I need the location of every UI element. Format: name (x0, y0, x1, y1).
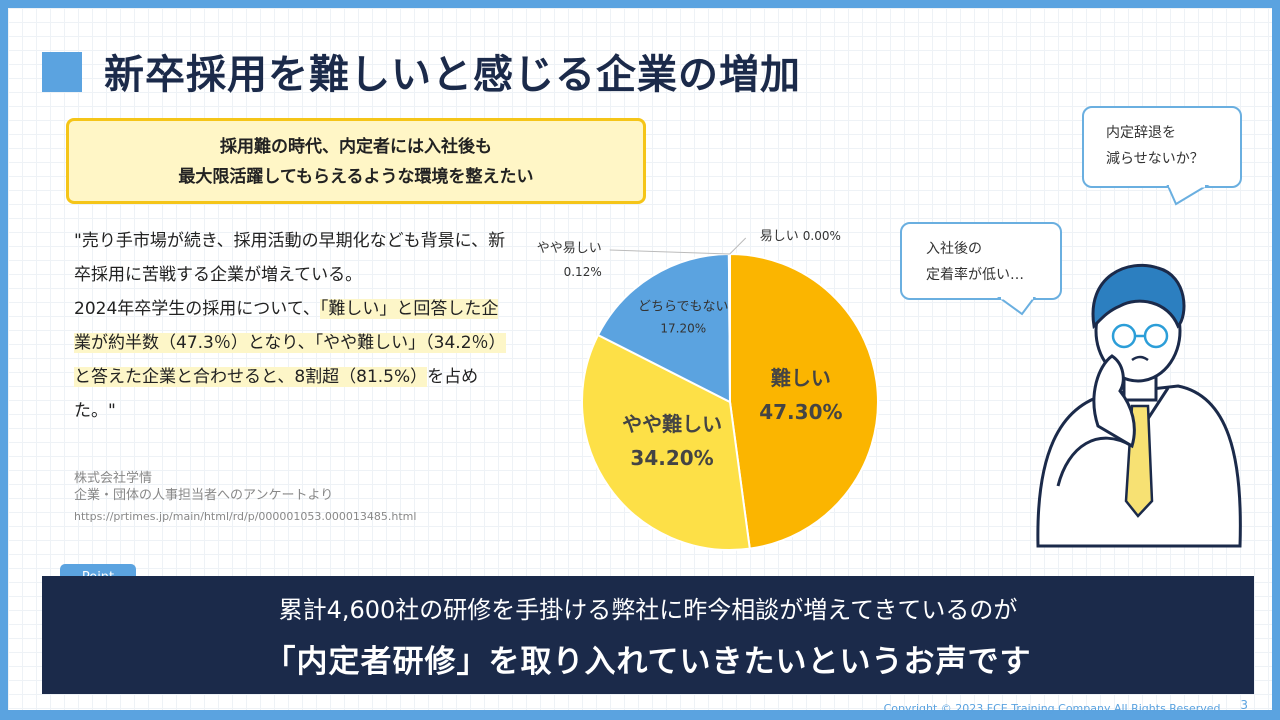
speech-bubble-1: 内定辞退を 減らせないか？ (1082, 106, 1242, 188)
pie-slice-1 (581, 333, 751, 551)
quote-paragraph-2: 2024年卒学生の採用について、「難しい」と回答した企業が約半数（47.3％）と… (74, 292, 514, 428)
pie-chart: 難しい 47.30% やや難しい 34.20% どちらでもない 17.20% やや易しい 0.… (537, 229, 879, 551)
survey-quote: "売り手市場が続き、採用活動の早期化なども背景に、新卒採用に苦戦する企業が増えて… (74, 224, 514, 428)
quote-highlight: 合わせると、8割超（81.5%） (193, 367, 428, 387)
pie-slice-3 (727, 252, 731, 403)
quote-text: を占めた。" (74, 367, 479, 421)
bubble-2-tail (996, 296, 1036, 316)
pie-label-0: 難しい (771, 366, 831, 390)
banner-line-2: 「内定者研修」を取り入れていきたいというお声です (264, 644, 1032, 680)
quote-highlight: 「難しい」 (319, 299, 397, 319)
copyright-notice: Copyright © 2023 FCE Training Company Al… (883, 702, 1224, 715)
quote-text: 2024年卒学生の採用について、 (74, 299, 320, 319)
source-description: 企業・団体の人事担当者へのアンケートより (74, 488, 334, 503)
bubble-1-line-2: 減らせないか？ (1106, 151, 1204, 167)
pie-label-3: やや易しい (537, 241, 602, 256)
callout-box: 採用難の時代、内定者には入社後も 最大限活躍してもらえるような環境を整えたい (66, 118, 646, 204)
pie-label-4: 易しい (760, 229, 799, 244)
source-url: https://prtimes.jp/main/html/rd/p/000001… (74, 510, 417, 523)
pie-slice-2 (596, 252, 732, 404)
pie-label-2: どちらでもない (638, 300, 729, 315)
source-citation: 株式会社学情 企業・団体の人事担当者へのアンケートより https://prti… (74, 470, 416, 525)
pie-label-1: やや難しい (622, 412, 722, 436)
worried-businessman-illustration (1036, 263, 1242, 548)
source-company: 株式会社学情 (74, 471, 153, 486)
callout-line-1: 採用難の時代、内定者には入社後も (220, 137, 492, 157)
callout-line-2: 最大限活躍してもらえるような環境を整えたい (178, 167, 534, 187)
title-marker (42, 52, 82, 92)
pie-value-label-1: 34.20% (630, 446, 713, 470)
leader-line-4 (729, 237, 747, 255)
bubble-2-line-2: 定着率が低い… (926, 267, 1024, 283)
quote-paragraph-1: "売り手市場が続き、採用活動の早期化なども背景に、新卒採用に苦戦する企業が増えて… (74, 231, 506, 285)
pie-value-label-2: 17.20% (660, 322, 706, 336)
bubble-1-line-1: 内定辞退を (1106, 125, 1176, 141)
page-title: 新卒採用を難しいと感じる企業の増加 (104, 52, 801, 98)
pie-value-label-0: 47.30% (759, 400, 842, 424)
bubble-1-tail (1166, 184, 1210, 206)
pie-value-label-4: 0.00% (803, 229, 841, 243)
leader-line-3 (609, 249, 730, 255)
bubble-2-line-1: 入社後の (926, 241, 982, 257)
summary-banner: 累計4,600社の研修を手掛ける弊社に昨今相談が増えてきているのが 「内定者研修… (42, 576, 1254, 694)
pie-slice-0 (729, 252, 879, 550)
pie-value-label-3: 0.12% (564, 265, 602, 279)
speech-bubble-2: 入社後の 定着率が低い… (900, 222, 1062, 300)
banner-line-1: 累計4,600社の研修を手掛ける弊社に昨今相談が増えてきているのが (278, 596, 1018, 624)
page-number: 3 (1240, 698, 1248, 712)
